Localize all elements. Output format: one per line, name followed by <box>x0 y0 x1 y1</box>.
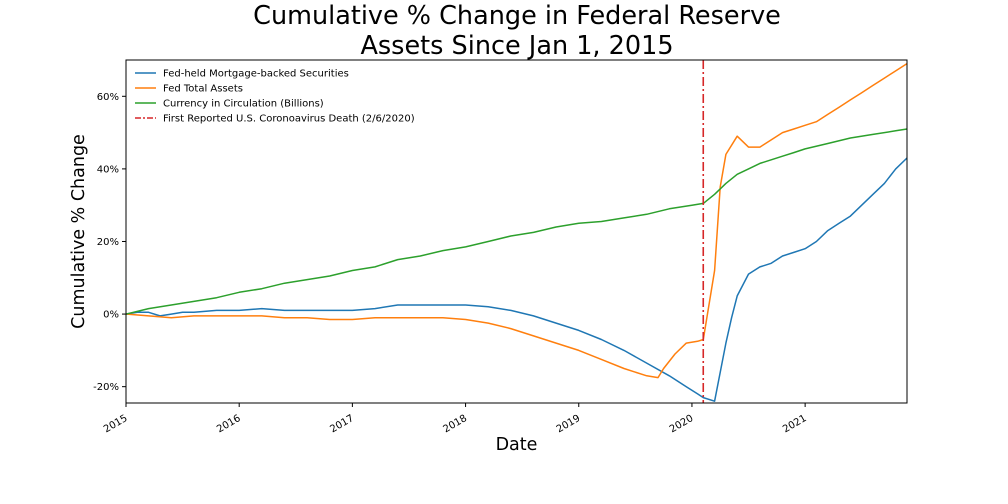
chart-title-line-1: Cumulative % Change in Federal Reserve <box>253 1 781 31</box>
legend-label: First Reported U.S. Coronoavirus Death (… <box>163 114 415 125</box>
legend-label: Currency in Circulation (Billions) <box>163 99 324 110</box>
y-tick-label: 40% <box>97 164 119 175</box>
series-line-1 <box>125 62 908 379</box>
chart-title: Cumulative % Change in Federal Reserve A… <box>0 1 1008 61</box>
x-axis: 2015 2016 2017 2018 2019 2020 2021 <box>102 403 809 435</box>
legend-label: Fed Total Assets <box>163 84 243 95</box>
y-tick-label: 20% <box>97 237 119 248</box>
plot-frame <box>125 59 908 404</box>
y-tick-label: 0% <box>103 310 119 321</box>
y-axis: -20% 0% 20% 40% 60% <box>93 92 126 393</box>
x-tick-label: 2020 <box>668 413 696 435</box>
chart-title-line-2: Assets Since Jan 1, 2015 <box>360 31 674 61</box>
x-tick-label: 2017 <box>328 413 356 435</box>
x-tick-label: 2019 <box>555 413 583 435</box>
legend-label: Fed-held Mortgage-backed Securities <box>163 69 349 80</box>
series-layer <box>125 60 908 403</box>
series-line-2 <box>125 128 908 315</box>
x-tick-label: 2018 <box>442 413 470 435</box>
x-tick-label: 2016 <box>215 413 243 435</box>
y-axis-label: Cumulative % Change <box>69 134 89 329</box>
x-tick-label: 2015 <box>102 413 130 435</box>
y-tick-label: -20% <box>93 382 119 393</box>
y-tick-label: 60% <box>97 92 119 103</box>
series-line-0 <box>125 157 908 402</box>
x-tick-label: 2021 <box>781 413 809 435</box>
x-axis-label: Date <box>496 435 538 455</box>
legend: Fed-held Mortgage-backed Securities Fed T… <box>135 69 415 125</box>
